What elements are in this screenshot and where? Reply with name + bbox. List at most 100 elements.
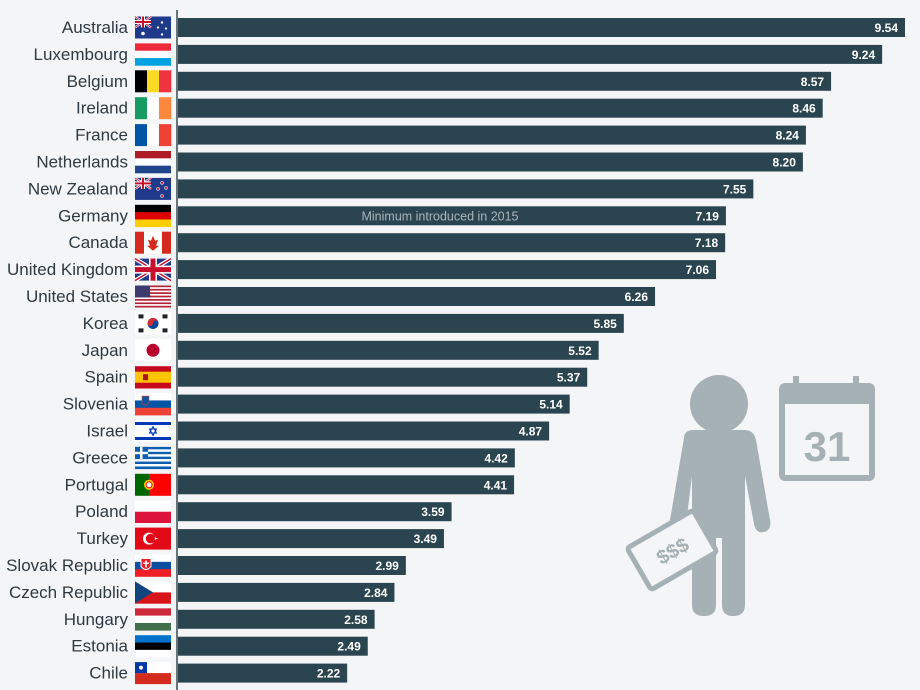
value-label-united-states: 6.26 bbox=[625, 290, 649, 304]
bar-united-kingdom bbox=[178, 260, 717, 280]
korea-flag-icon bbox=[135, 312, 171, 335]
money-note-icon: $$$ bbox=[625, 508, 719, 592]
value-label-new-zealand: 7.55 bbox=[723, 182, 747, 196]
country-label-france: France bbox=[75, 126, 128, 145]
country-label-united-kingdom: United Kingdom bbox=[7, 260, 128, 279]
japan-flag-icon bbox=[135, 339, 171, 362]
value-label-slovak-republic: 2.99 bbox=[375, 559, 399, 573]
bar-united-states bbox=[178, 287, 656, 306]
slovenia-flag-icon bbox=[135, 393, 171, 416]
country-label-ireland: Ireland bbox=[76, 99, 128, 118]
value-label-estonia: 2.49 bbox=[337, 640, 361, 654]
bar-netherlands bbox=[178, 152, 803, 172]
bar-new-zealand bbox=[178, 179, 754, 199]
country-label-chile: Chile bbox=[89, 664, 128, 683]
bar-belgium bbox=[178, 71, 832, 91]
value-label-ireland: 8.46 bbox=[792, 102, 816, 116]
slovak-republic-flag-icon bbox=[135, 554, 171, 577]
bar-estonia bbox=[178, 636, 368, 656]
bar-greece bbox=[178, 448, 515, 468]
value-label-netherlands: 8.20 bbox=[773, 156, 797, 170]
country-label-australia: Australia bbox=[62, 18, 129, 37]
country-label-japan: Japan bbox=[82, 341, 128, 360]
country-label-estonia: Estonia bbox=[71, 637, 128, 656]
value-label-korea: 5.85 bbox=[593, 317, 617, 331]
value-label-germany: 7.19 bbox=[696, 209, 720, 223]
value-label-spain: 5.37 bbox=[557, 371, 581, 385]
country-label-luxembourg: Luxembourg bbox=[33, 45, 128, 64]
portugal-flag-icon bbox=[135, 473, 171, 496]
value-label-australia: 9.54 bbox=[875, 21, 899, 35]
value-label-poland: 3.59 bbox=[421, 505, 445, 519]
belgium-flag-icon bbox=[135, 70, 172, 93]
value-label-slovenia: 5.14 bbox=[539, 398, 563, 412]
country-label-czech-republic: Czech Republic bbox=[9, 583, 129, 602]
bar-israel bbox=[178, 421, 550, 441]
country-label-new-zealand: New Zealand bbox=[28, 179, 128, 198]
person-icon bbox=[669, 375, 771, 616]
estonia-flag-icon bbox=[135, 635, 171, 658]
bar-ireland bbox=[178, 98, 823, 118]
spain-flag-icon bbox=[135, 366, 171, 389]
bar-germany bbox=[178, 206, 726, 226]
bar-canada bbox=[178, 233, 726, 253]
netherlands-flag-icon bbox=[135, 151, 171, 174]
value-label-hungary: 2.58 bbox=[344, 613, 368, 627]
country-label-netherlands: Netherlands bbox=[36, 153, 128, 172]
bar-spain bbox=[178, 367, 588, 387]
value-label-portugal: 4.41 bbox=[484, 478, 508, 492]
value-label-united-kingdom: 7.06 bbox=[686, 263, 710, 277]
hungary-flag-icon bbox=[135, 608, 171, 631]
australia-flag-icon bbox=[134, 15, 171, 39]
value-label-israel: 4.87 bbox=[519, 425, 543, 439]
germany-flag-icon bbox=[135, 204, 171, 228]
bar-czech-republic bbox=[178, 582, 395, 602]
annotation-germany: Minimum introduced in 2015 bbox=[361, 209, 518, 223]
country-label-turkey: Turkey bbox=[77, 529, 129, 548]
bar-korea bbox=[178, 313, 624, 333]
turkey-flag-icon bbox=[135, 527, 171, 550]
value-label-japan: 5.52 bbox=[568, 344, 592, 358]
bar-hungary bbox=[178, 609, 375, 629]
bars-layer: 9.54 Australia 9.24 Luxembourg 8.57 Belgium 8.… bbox=[6, 15, 905, 685]
poland-flag-icon bbox=[135, 500, 171, 523]
country-label-poland: Poland bbox=[75, 502, 128, 521]
bar-slovenia bbox=[178, 394, 570, 414]
bar-japan bbox=[178, 340, 599, 360]
decor-illustration: 31 $$$ bbox=[625, 375, 875, 616]
country-label-portugal: Portugal bbox=[65, 475, 128, 494]
value-label-luxembourg: 9.24 bbox=[852, 48, 876, 62]
value-label-turkey: 3.49 bbox=[414, 532, 438, 546]
france-flag-icon bbox=[135, 124, 172, 147]
luxembourg-flag-icon bbox=[135, 43, 171, 66]
value-label-belgium: 8.57 bbox=[801, 75, 825, 89]
bar-australia bbox=[178, 18, 905, 37]
country-label-israel: Israel bbox=[86, 422, 128, 441]
country-label-germany: Germany bbox=[58, 206, 128, 225]
country-label-slovak-republic: Slovak Republic bbox=[6, 556, 128, 575]
ireland-flag-icon bbox=[135, 97, 172, 120]
calendar-icon: 31 bbox=[779, 376, 875, 481]
country-label-canada: Canada bbox=[68, 233, 128, 252]
bar-turkey bbox=[178, 529, 444, 549]
calendar-day-label: 31 bbox=[804, 423, 851, 470]
value-label-france: 8.24 bbox=[776, 129, 800, 143]
country-label-greece: Greece bbox=[72, 448, 128, 467]
country-label-spain: Spain bbox=[85, 368, 128, 387]
bar-poland bbox=[178, 502, 452, 522]
value-label-chile: 2.22 bbox=[317, 667, 341, 681]
czech-republic-flag-icon bbox=[135, 581, 171, 604]
value-label-canada: 7.18 bbox=[695, 236, 719, 250]
united-kingdom-flag-icon bbox=[133, 256, 173, 283]
canada-flag-icon bbox=[135, 231, 171, 254]
bar-chile bbox=[178, 663, 348, 683]
country-label-slovenia: Slovenia bbox=[63, 395, 129, 414]
country-label-hungary: Hungary bbox=[64, 610, 129, 629]
country-label-belgium: Belgium bbox=[67, 72, 128, 91]
bar-france bbox=[178, 125, 806, 145]
chile-flag-icon bbox=[135, 662, 171, 685]
country-label-korea: Korea bbox=[83, 314, 129, 333]
value-label-czech-republic: 2.84 bbox=[364, 586, 388, 600]
bar-portugal bbox=[178, 475, 515, 495]
